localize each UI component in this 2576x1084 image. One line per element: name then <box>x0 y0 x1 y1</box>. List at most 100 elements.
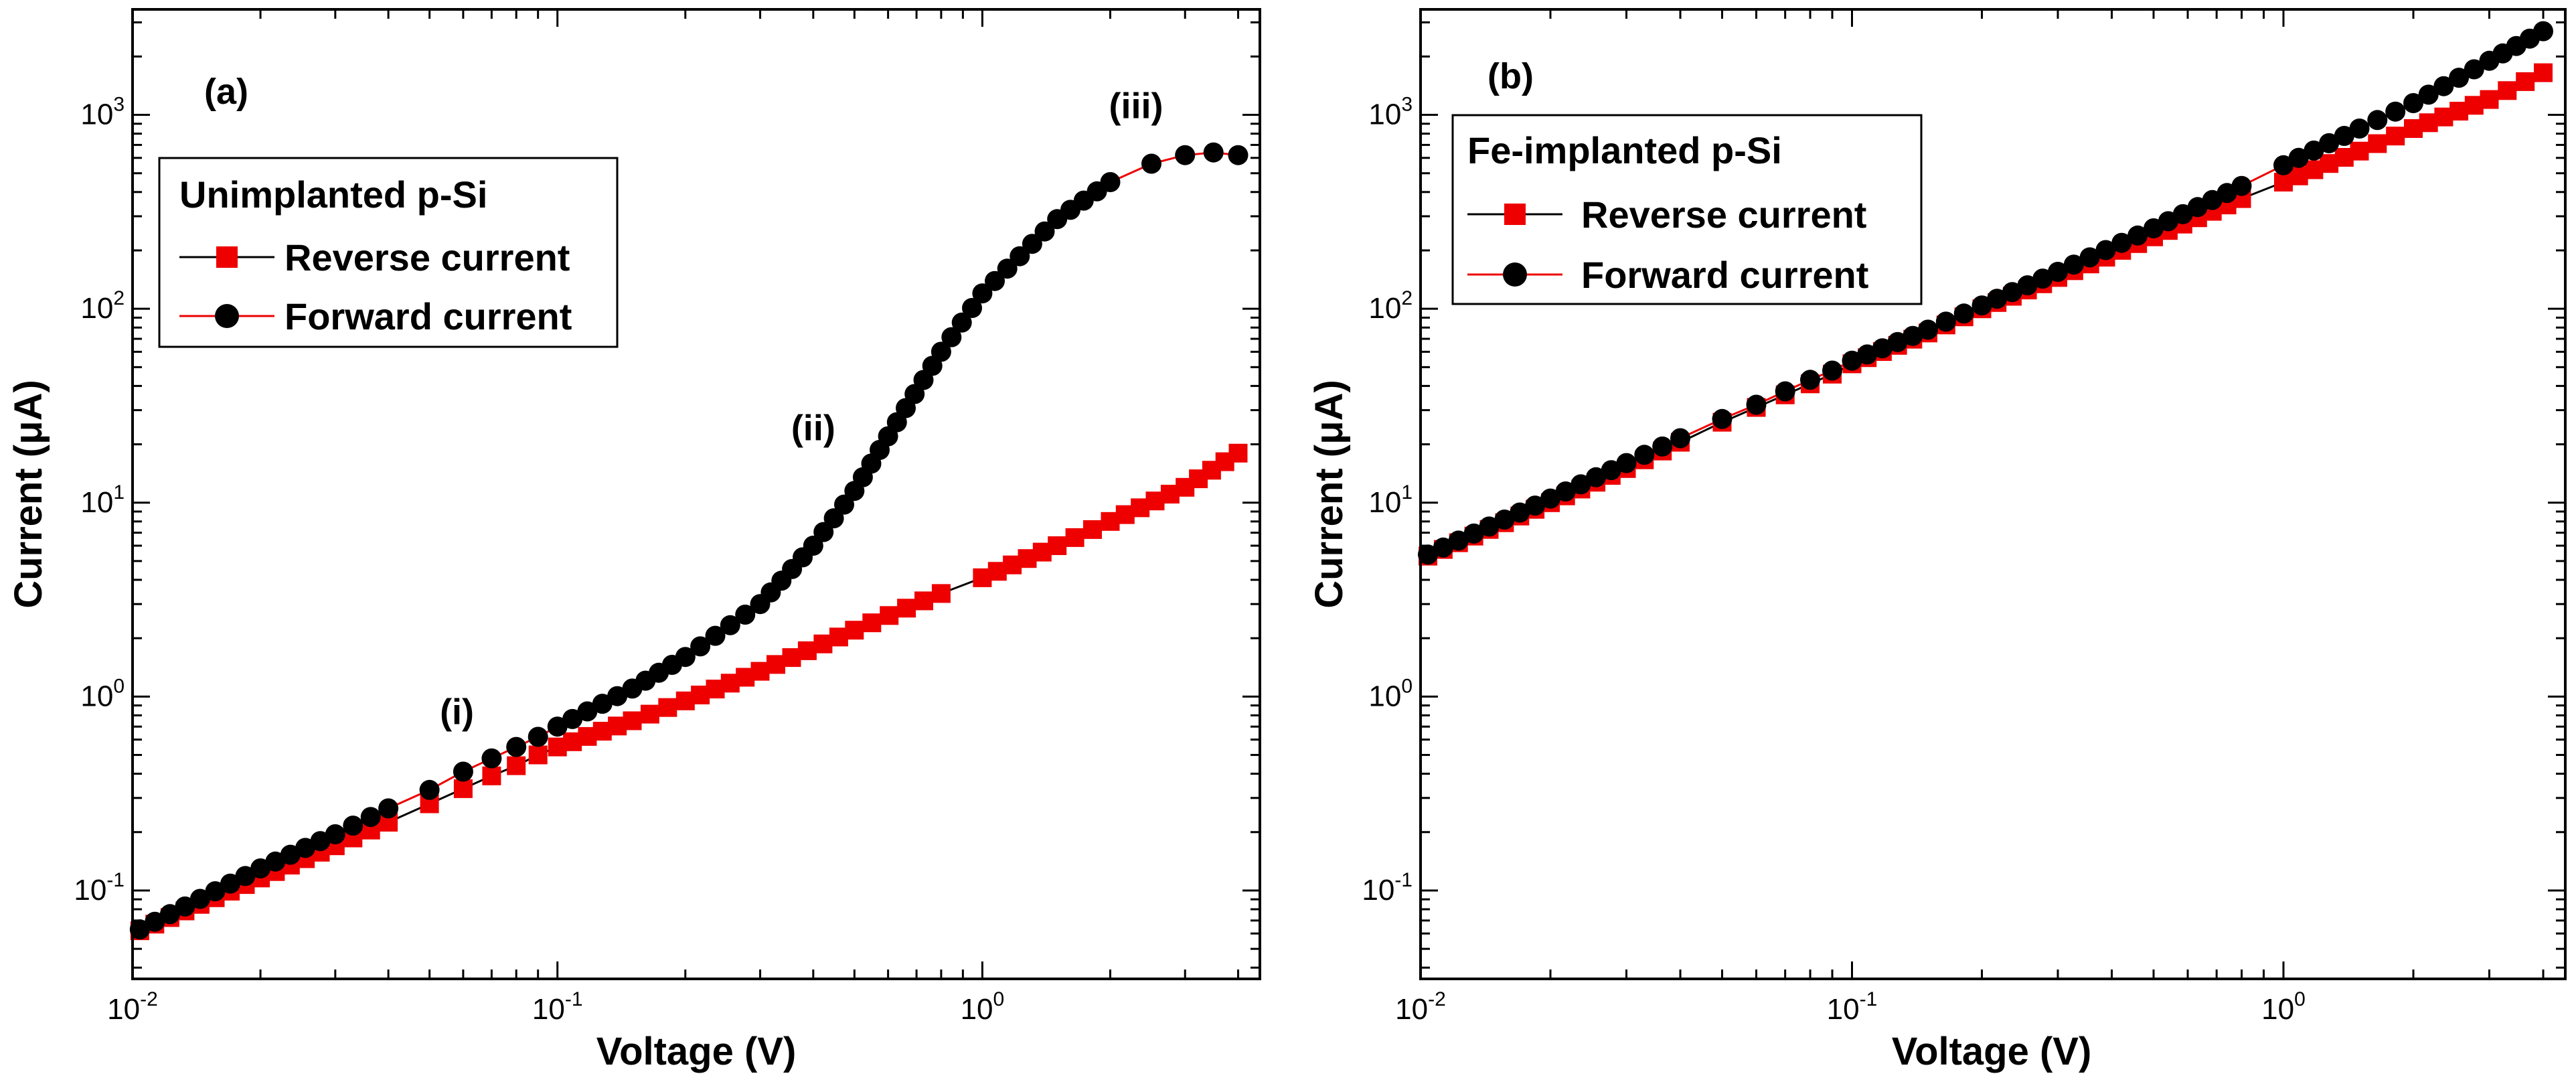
panel-a-forward-point <box>705 625 726 646</box>
panel-a-reverse-point <box>880 606 899 625</box>
panel-b-forward-point <box>2288 147 2309 168</box>
panel-a-forward-point <box>235 866 256 886</box>
panel-b-forward-point <box>1953 303 1974 324</box>
panel-a-y-tick-label: 100 <box>80 675 125 712</box>
panel-a-forward-point <box>295 838 316 858</box>
panel-b-legend-forward-label: Forward current <box>1581 254 1868 296</box>
panel-a-reverse-point <box>782 648 801 668</box>
panel-a-forward-point <box>562 708 583 729</box>
panel-a-reverse-point <box>507 756 526 775</box>
panel-a-forward-point <box>690 636 711 657</box>
panel-a-y-tick-label: 103 <box>80 94 125 131</box>
panel-b-forward-point <box>2385 101 2406 122</box>
panel-a-forward-point <box>280 844 301 865</box>
panel-b-y-tick-label: 102 <box>1368 287 1413 325</box>
panel-b-reverse-point <box>2350 141 2369 161</box>
panel-a-forward-point <box>343 816 364 836</box>
panel-b-reverse-point <box>2534 63 2553 82</box>
panel-b-legend-title: Fe-implanted p-Si <box>1467 129 1782 171</box>
panel-b-forward-point <box>1616 453 1637 473</box>
panel-b-legend: Fe-implanted p-Si Reverse current Forwar… <box>1451 114 1923 305</box>
panel-a-reverse-point <box>528 745 548 765</box>
panel-a-forward-point <box>360 807 381 828</box>
panel-a-forward-point <box>720 615 740 635</box>
panel-b-plot-frame <box>1419 8 2567 980</box>
panel-a-reverse-point <box>862 613 882 633</box>
panel-b-forward-point <box>1842 350 1862 371</box>
panel-a-forward-point <box>813 522 834 542</box>
panel-a-forward-point <box>607 686 628 706</box>
panel-b-forward-point <box>2063 254 2084 275</box>
panel-a-legend-reverse-marker <box>216 246 238 268</box>
panel-b-forward-point <box>2464 59 2484 80</box>
panel-a-reverse-point <box>1048 536 1067 555</box>
panel-b-y-tick-label: 100 <box>1368 675 1413 712</box>
panel-b-forward-point <box>2002 282 2022 303</box>
panel-b-forward-point <box>2367 110 2388 131</box>
panel-b-forward-point <box>1712 408 1733 429</box>
panel-b-forward-point <box>2349 119 2370 139</box>
panel-b-forward-point <box>1634 445 1655 465</box>
panel-a-forward-point <box>997 258 1018 279</box>
panel-b-forward-point <box>1987 289 2008 309</box>
panel-b-forward-point <box>2032 268 2053 289</box>
panel-a-forward-point <box>577 701 598 722</box>
panel-a-legend-forward-label: Forward current <box>285 295 572 337</box>
panel-a-forward-point <box>1100 172 1121 192</box>
panel-b-forward-point <box>1586 467 1607 487</box>
panel-a-forward-point <box>823 508 844 529</box>
panel-a-forward-point <box>1203 142 1224 163</box>
panel-b-x-tick-label: 10-1 <box>1827 988 1878 1026</box>
panel-b-y-tick-label: 101 <box>1368 481 1413 519</box>
panel-a-x-tick-label: 100 <box>961 988 1005 1026</box>
panel-a-y-tick-label: 102 <box>80 287 125 325</box>
panel-b-forward-point <box>1800 370 1820 390</box>
panel-b-x-tick-label: 100 <box>2261 988 2306 1026</box>
panel-a-x-tick-label: 10-1 <box>532 988 583 1026</box>
panel-b: 10-2 10-1 100 10-1 100 101 102 103 (b) Voltage … <box>1307 8 2567 1073</box>
panel-a-forward-point <box>189 888 210 909</box>
panel-b-reverse-point <box>2368 134 2387 153</box>
panel-b-forward-point <box>1510 502 1530 523</box>
panel-a-forward-point <box>834 494 854 515</box>
panel-a-forward-point <box>250 858 271 878</box>
panel-b-forward-point <box>1601 460 1621 481</box>
panel-b-forward-point <box>1448 530 1469 551</box>
panel-b-forward-point <box>1857 344 1878 365</box>
panel-a-legend-forward-marker <box>215 304 239 328</box>
panel-a-forward-point <box>972 283 993 304</box>
panel-a-ticks: 10-2 10-1 100 10-1 100 101 102 103 <box>74 9 1260 1026</box>
panel-b-reverse-point <box>2498 81 2517 100</box>
panel-a-reverse-point <box>845 621 864 640</box>
panel-a-legend-title: Unimplanted p-Si <box>179 173 487 216</box>
panel-b-forward-point <box>1433 537 1453 558</box>
panel-b-series <box>1418 21 2553 566</box>
panel-b-legend-reverse-marker <box>1504 204 1526 225</box>
panel-a-forward-point <box>453 761 473 782</box>
panel-b-forward-point <box>1555 481 1576 501</box>
panel-b-label: (b) <box>1487 56 1534 96</box>
panel-b-xlabel: Voltage (V) <box>1892 1030 2092 1073</box>
panel-b-forward-point <box>2111 232 2132 253</box>
panel-a-y-tick-label: 101 <box>80 481 125 519</box>
panel-a-ylabel: Current (μA) <box>7 380 50 609</box>
panel-a-forward-point <box>378 798 399 819</box>
panel-a-label: (a) <box>204 72 248 112</box>
panel-a-reverse-point <box>767 655 785 674</box>
panel-b-forward-point <box>2079 247 2100 268</box>
panel-b-reverse-point <box>2516 72 2535 91</box>
panel-b-forward-point <box>1971 295 1992 316</box>
panel-b-forward-point <box>1903 325 1923 346</box>
panel-b-forward-point <box>2017 275 2038 296</box>
panel-a-forward-point <box>1141 153 1161 174</box>
panel-a-forward-point <box>675 647 696 668</box>
panel-a-forward-point <box>931 341 951 362</box>
panel-a-forward-point <box>1228 145 1249 165</box>
panel-a-xlabel: Voltage (V) <box>596 1030 797 1073</box>
panel-a-forward-point <box>506 737 527 757</box>
panel-a-reverse-point <box>1083 520 1102 539</box>
panel-a-reverse-point <box>1228 443 1248 463</box>
panel-b-legend-forward-marker <box>1503 262 1527 287</box>
panel-a-reverse-point <box>897 599 916 618</box>
panel-a-reverse-point <box>623 711 642 730</box>
